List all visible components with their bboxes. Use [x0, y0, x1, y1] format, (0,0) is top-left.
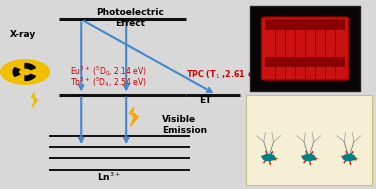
FancyBboxPatch shape [250, 6, 360, 91]
Text: Eu$^{3+}$ ($^5$D$_0$, 2.14 eV): Eu$^{3+}$ ($^5$D$_0$, 2.14 eV) [70, 64, 147, 78]
Polygon shape [25, 72, 35, 81]
Text: TPC (T$_1$ ,2.61 eV): TPC (T$_1$ ,2.61 eV) [186, 69, 264, 81]
Polygon shape [31, 93, 38, 108]
FancyBboxPatch shape [265, 57, 345, 67]
Circle shape [263, 155, 274, 160]
Text: X-ray: X-ray [10, 30, 36, 39]
Circle shape [1, 60, 49, 84]
Text: Photoelectric
Effect: Photoelectric Effect [96, 8, 164, 28]
Polygon shape [13, 68, 25, 76]
Text: Visible
Emission: Visible Emission [162, 115, 207, 135]
FancyBboxPatch shape [246, 94, 371, 184]
Polygon shape [129, 108, 138, 126]
Text: Tb$^{3+}$ ($^5$D$_4$, 2.54 eV): Tb$^{3+}$ ($^5$D$_4$, 2.54 eV) [70, 75, 147, 89]
Circle shape [343, 155, 355, 160]
Text: Ln$^{3+}$: Ln$^{3+}$ [97, 170, 121, 183]
FancyBboxPatch shape [265, 19, 345, 30]
FancyBboxPatch shape [262, 17, 349, 80]
Circle shape [20, 69, 30, 75]
Polygon shape [25, 64, 35, 72]
Text: ET: ET [199, 96, 212, 105]
Circle shape [303, 155, 315, 160]
